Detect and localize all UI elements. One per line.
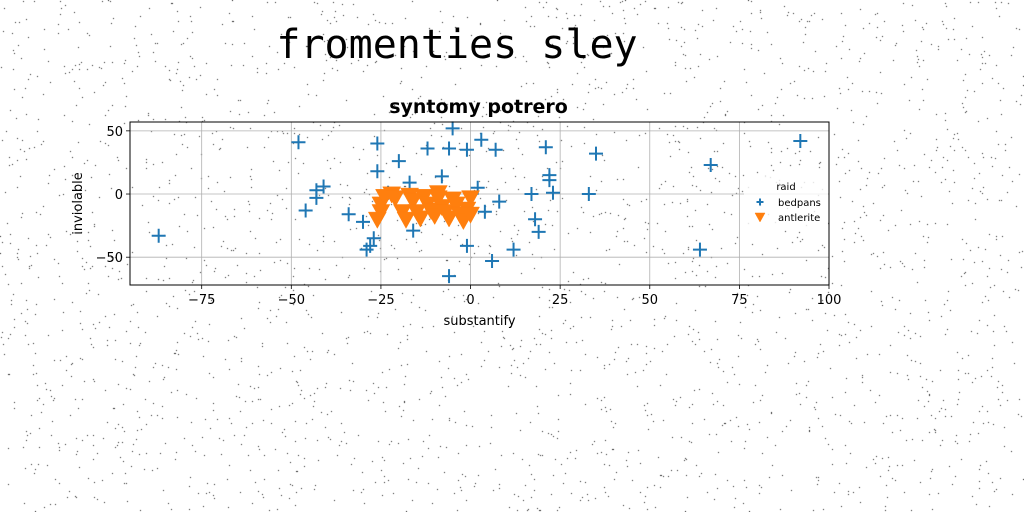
point-bedpans (538, 140, 553, 155)
point-antlerite (461, 206, 480, 224)
point-bedpans (316, 179, 331, 194)
y-axis-label: inviolable (71, 172, 86, 235)
x-tick-label: 50 (641, 293, 658, 308)
point-bedpans (542, 168, 557, 183)
point-bedpans (370, 164, 385, 179)
series-bedpans (151, 121, 808, 284)
x-tick-label: 100 (817, 293, 842, 308)
y-axis-ticks: −50 0 50 (96, 125, 130, 266)
point-bedpans (445, 121, 460, 136)
grid (130, 122, 830, 285)
point-antlerite (428, 185, 448, 203)
point-bedpans (359, 242, 374, 257)
point-bedpans (531, 224, 546, 239)
point-bedpans (459, 238, 474, 253)
figure-title: fromenties sley (276, 22, 638, 68)
point-bedpans (434, 169, 449, 184)
point-bedpans (420, 141, 435, 156)
x-axis-ticks: −75 −50 −25 0 25 50 75 100 (188, 285, 841, 308)
point-bedpans (488, 142, 503, 157)
series-antlerite (367, 185, 480, 231)
legend-title: raid (776, 182, 795, 193)
point-bedpans (545, 185, 560, 200)
legend-marker-bedpans (756, 198, 764, 206)
point-bedpans (298, 203, 313, 218)
point-bedpans (492, 194, 507, 209)
point-bedpans (474, 132, 489, 147)
point-bedpans (528, 212, 543, 227)
chart-title: syntomy potrero (389, 96, 568, 118)
point-bedpans (477, 204, 492, 219)
point-bedpans (506, 242, 521, 257)
plot-frame (129, 121, 830, 286)
point-bedpans (442, 269, 457, 284)
x-axis-label: substantify (443, 314, 515, 329)
legend: raid bedpans antlerite (744, 176, 828, 228)
point-antlerite (439, 210, 459, 228)
point-bedpans (406, 223, 421, 238)
point-bedpans (581, 187, 596, 202)
point-bedpans (356, 214, 370, 229)
x-tick-label: 0 (466, 293, 474, 308)
point-bedpans (370, 136, 385, 151)
point-bedpans (291, 135, 306, 150)
point-bedpans (485, 253, 500, 268)
point-bedpans (341, 207, 356, 222)
x-tick-label: −75 (188, 293, 215, 308)
y-tick-label: 50 (106, 125, 123, 140)
point-antlerite (385, 190, 405, 208)
point-bedpans (459, 142, 474, 157)
point-bedpans (692, 242, 707, 257)
point-bedpans (309, 190, 324, 205)
x-tick-label: 75 (731, 293, 748, 308)
x-tick-label: 25 (552, 293, 569, 308)
point-antlerite (425, 208, 445, 226)
y-tick-label: 0 (115, 188, 123, 203)
point-bedpans (366, 231, 381, 246)
point-bedpans (151, 228, 166, 243)
legend-entry-bedpans: bedpans (778, 198, 821, 209)
point-bedpans (402, 175, 417, 190)
x-tick-label: −50 (278, 293, 305, 308)
point-antlerite (461, 190, 480, 208)
point-bedpans (442, 141, 457, 156)
point-bedpans (363, 238, 378, 253)
point-bedpans (703, 157, 718, 172)
point-bedpans (793, 133, 808, 148)
point-bedpans (391, 154, 406, 169)
data-points (151, 121, 808, 284)
x-tick-label: −25 (367, 293, 394, 308)
point-antlerite (396, 211, 416, 229)
y-tick-label: −50 (96, 251, 123, 266)
legend-marker-antlerite (754, 212, 766, 223)
point-antlerite (403, 192, 423, 210)
point-bedpans (589, 146, 603, 161)
legend-entry-antlerite: antlerite (778, 213, 820, 224)
point-antlerite (410, 210, 430, 228)
point-bedpans (524, 187, 539, 202)
